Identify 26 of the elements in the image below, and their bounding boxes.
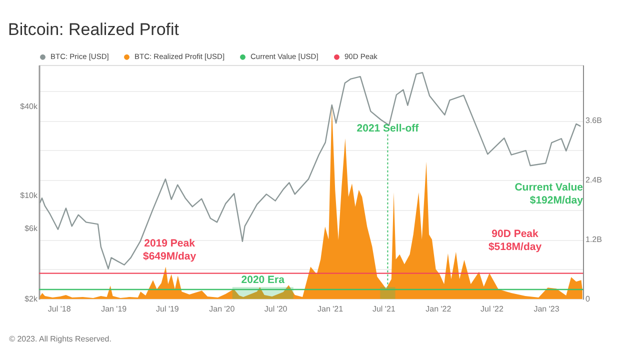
y-tick-label: $40k [20,102,38,111]
x-tick-label: Jan '21 [318,304,344,314]
x-tick-label: Jul '18 [48,304,72,314]
y-tick-label: $10k [20,190,38,200]
annotation: 90D Peak $518M/day [488,228,542,254]
x-tick-label: Jan '20 [209,304,236,314]
x-tick-label: Jan '23 [534,304,560,314]
y2-tick-label: 3.6B [586,116,602,126]
annotation: 2019 Peak $649M/day [142,238,196,263]
y-tick-label: $6k [24,224,38,233]
y-tick-label: $2k [24,294,38,304]
text: © 2023. All Rights Reserved. [9,334,112,344]
annotation: Current Value $192M/day [514,181,584,206]
x-tick-label: Jul '22 [480,304,504,314]
x-tick-label: Jul '20 [264,304,288,314]
y2-tick-label: 1.2B [586,235,602,244]
band-label: 2020 Era [241,274,285,286]
x-tick-label: Jan '19 [101,304,128,314]
x-tick-label: Jul '21 [372,304,396,314]
chart-title: Bitcoin: Realized Profit [8,20,180,39]
x-tick-label: Jul '19 [156,304,180,314]
band-label: 2021 Sell-off [356,122,420,134]
y2-tick-label: 2.4B [586,176,602,185]
y2-tick-label: 0 [586,294,590,304]
x-tick-label: Jan '22 [426,304,452,314]
line-series [39,72,582,270]
